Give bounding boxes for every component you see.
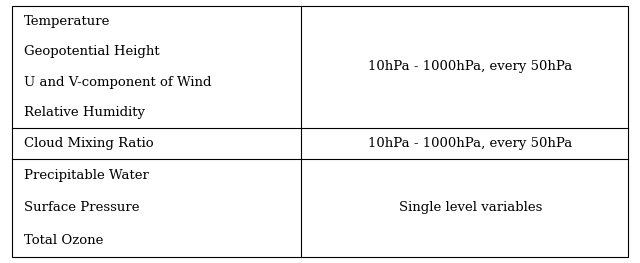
Text: Single level variables: Single level variables: [399, 201, 542, 215]
Text: Total Ozone: Total Ozone: [24, 234, 104, 247]
Text: Surface Pressure: Surface Pressure: [24, 201, 140, 215]
Text: Relative Humidity: Relative Humidity: [24, 106, 145, 119]
Text: 10hPa - 1000hPa, every 50hPa: 10hPa - 1000hPa, every 50hPa: [368, 60, 573, 73]
Text: 10hPa - 1000hPa, every 50hPa: 10hPa - 1000hPa, every 50hPa: [368, 137, 573, 150]
Text: Precipitable Water: Precipitable Water: [24, 169, 149, 182]
Text: Temperature: Temperature: [24, 14, 111, 28]
Text: Cloud Mixing Ratio: Cloud Mixing Ratio: [24, 137, 154, 150]
Text: Geopotential Height: Geopotential Height: [24, 45, 160, 58]
Text: U and V-component of Wind: U and V-component of Wind: [24, 76, 212, 89]
